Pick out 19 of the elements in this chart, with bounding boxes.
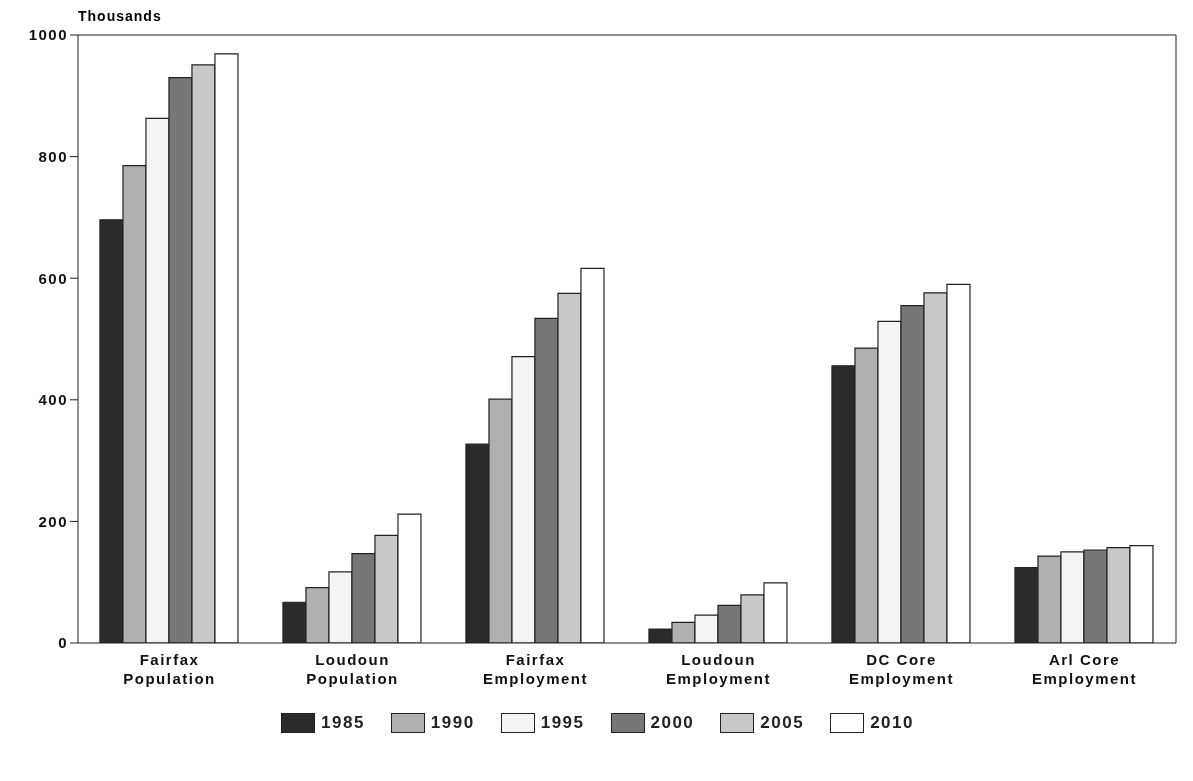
legend-label: 1990 (430, 713, 475, 733)
x-tick-label: Loudoun Employment (665, 651, 772, 687)
y-tick-label: 1000 (28, 26, 68, 44)
legend-label: 2000 (650, 713, 695, 733)
y-tick-label: 200 (38, 512, 68, 530)
y-tick-label: 0 (58, 634, 68, 652)
legend-label: 1985 (321, 713, 365, 733)
x-tick-label: Fairfax Employment (482, 651, 589, 687)
y-tick-label: 600 (38, 269, 68, 287)
legend-label: 2010 (870, 713, 914, 733)
y-tick-label: 800 (38, 147, 68, 165)
x-tick-label: Loudoun Population (306, 651, 399, 687)
x-tick-label: Fairfax Population (123, 651, 216, 687)
x-tick-label: DC Core Employment (848, 651, 955, 687)
x-tick-label: Arl Core Employment (1031, 651, 1138, 687)
legend-label: 2005 (760, 713, 805, 733)
y-tick-label: 400 (38, 391, 68, 409)
legend-label: 1995 (540, 713, 585, 733)
y-axis-title: Thousands (78, 8, 162, 24)
